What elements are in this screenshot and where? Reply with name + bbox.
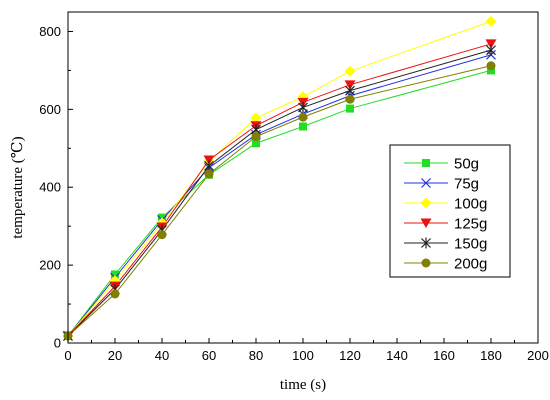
data-point-200g — [345, 94, 355, 104]
series-line-75g — [67, 54, 492, 337]
legend-label: 100g — [454, 196, 487, 213]
x-tick-label: 160 — [433, 348, 455, 363]
x-tick-label: 200 — [527, 348, 549, 363]
x-tick-label: 0 — [64, 348, 71, 363]
x-tick-label: 40 — [155, 348, 169, 363]
data-point-150g — [486, 44, 496, 56]
data-point-125g — [485, 39, 497, 49]
data-point-150g — [204, 160, 214, 172]
y-tick-label: 600 — [39, 102, 61, 117]
data-point-50g — [346, 104, 354, 113]
legend-label: 150g — [454, 236, 487, 253]
data-point-100g — [485, 15, 497, 27]
legend-marker-100g — [420, 197, 432, 209]
y-tick-label: 0 — [54, 336, 61, 351]
legend: 50g 75g 100g 125g 150g 200g — [389, 144, 511, 278]
legend-marker-150g — [421, 237, 431, 249]
x-tick-label: 140 — [386, 348, 408, 363]
data-point-200g — [486, 61, 496, 71]
series-line-200g — [67, 65, 492, 337]
y-tick-label: 800 — [39, 24, 61, 39]
legend-marker-125g — [420, 218, 432, 228]
y-tick-label: 200 — [39, 258, 61, 273]
y-tick-label: 400 — [39, 180, 61, 195]
legend-label: 75g — [454, 176, 479, 193]
y-axis-title: temperature (℃) — [10, 136, 26, 238]
data-point-50g — [487, 66, 495, 75]
x-tick-label: 100 — [292, 348, 314, 363]
legend-label: 50g — [454, 156, 479, 173]
data-point-200g — [204, 169, 214, 179]
data-point-200g — [110, 289, 120, 299]
data-point-150g — [298, 101, 308, 113]
data-point-50g — [252, 139, 260, 148]
data-point-125g — [344, 80, 356, 90]
legend-marker-200g — [421, 258, 431, 268]
series-line-100g — [67, 20, 492, 337]
series-lines — [67, 20, 492, 337]
x-tick-label: 20 — [108, 348, 122, 363]
legend-label: 200g — [454, 256, 487, 273]
series-line-150g — [67, 49, 492, 337]
x-axis-title: time (s) — [280, 377, 326, 393]
x-tick-label: 120 — [339, 348, 361, 363]
axis-ticks: 0 20 40 60 80 100 120 140 160 180 200 0 200 400 600 800 — [39, 24, 549, 363]
series-line-50g — [67, 69, 492, 337]
data-point-100g — [344, 65, 356, 77]
data-point-50g — [299, 122, 307, 131]
data-point-150g — [345, 85, 355, 97]
data-point-100g — [250, 112, 262, 124]
legend-label: 125g — [454, 216, 487, 233]
x-tick-label: 180 — [480, 348, 502, 363]
series-markers — [62, 15, 497, 342]
series-line-125g — [67, 43, 492, 337]
legend-box — [389, 144, 511, 278]
data-point-200g — [157, 230, 167, 240]
data-point-200g — [298, 112, 308, 122]
x-tick-label: 60 — [202, 348, 216, 363]
data-point-200g — [251, 132, 261, 142]
data-point-50g — [111, 270, 119, 279]
x-tick-label: 80 — [249, 348, 263, 363]
legend-marker-50g — [422, 159, 430, 167]
data-point-125g — [203, 155, 215, 165]
legend-marker-75g — [421, 178, 431, 188]
